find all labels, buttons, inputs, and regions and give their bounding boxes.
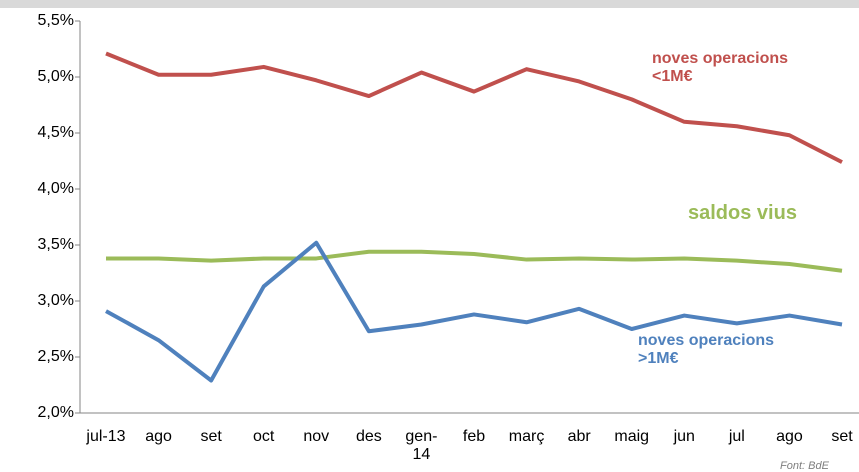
y-tick-label: 2,0% [37, 403, 74, 421]
source: Font: BdE [780, 460, 829, 472]
x-tick-label: març [508, 428, 545, 445]
x-tick-label: maig [614, 428, 650, 445]
y-tick-label: 3,0% [37, 291, 74, 309]
y-tick-label: 5,0% [37, 67, 74, 85]
x-tick-label: jul-13 [86, 428, 126, 445]
plot [75, 20, 859, 414]
series-label: noves operacions <1M€ [652, 50, 789, 86]
series-line [106, 249, 843, 273]
x-tick-label: oct [253, 428, 275, 445]
x-tick-label: jul [728, 428, 745, 445]
x-tick-label: set [831, 428, 853, 445]
series-label: noves operacions >1M€ [638, 332, 775, 368]
x-tick-label: jun [673, 428, 695, 445]
x-tick-label: ago [145, 428, 172, 445]
x-tick-label: gen- 14 [405, 428, 438, 464]
x-tick-label: nov [303, 428, 330, 445]
y-tick-label: 5,5% [37, 11, 74, 29]
x-tick-label: abr [567, 428, 591, 445]
series-label: saldos vius [688, 202, 797, 224]
x-tick-label: feb [462, 428, 486, 445]
y-tick-label: 4,5% [37, 123, 74, 141]
x-tick-label: des [355, 428, 382, 445]
series-line [105, 51, 843, 164]
x-tick-label: set [200, 428, 222, 445]
y-tick-label: 4,0% [37, 179, 74, 197]
x-tick-label: ago [776, 428, 803, 445]
y-tick-label: 2,5% [37, 347, 74, 365]
y-tick-label: 3,5% [37, 235, 74, 253]
series-line [105, 240, 843, 383]
